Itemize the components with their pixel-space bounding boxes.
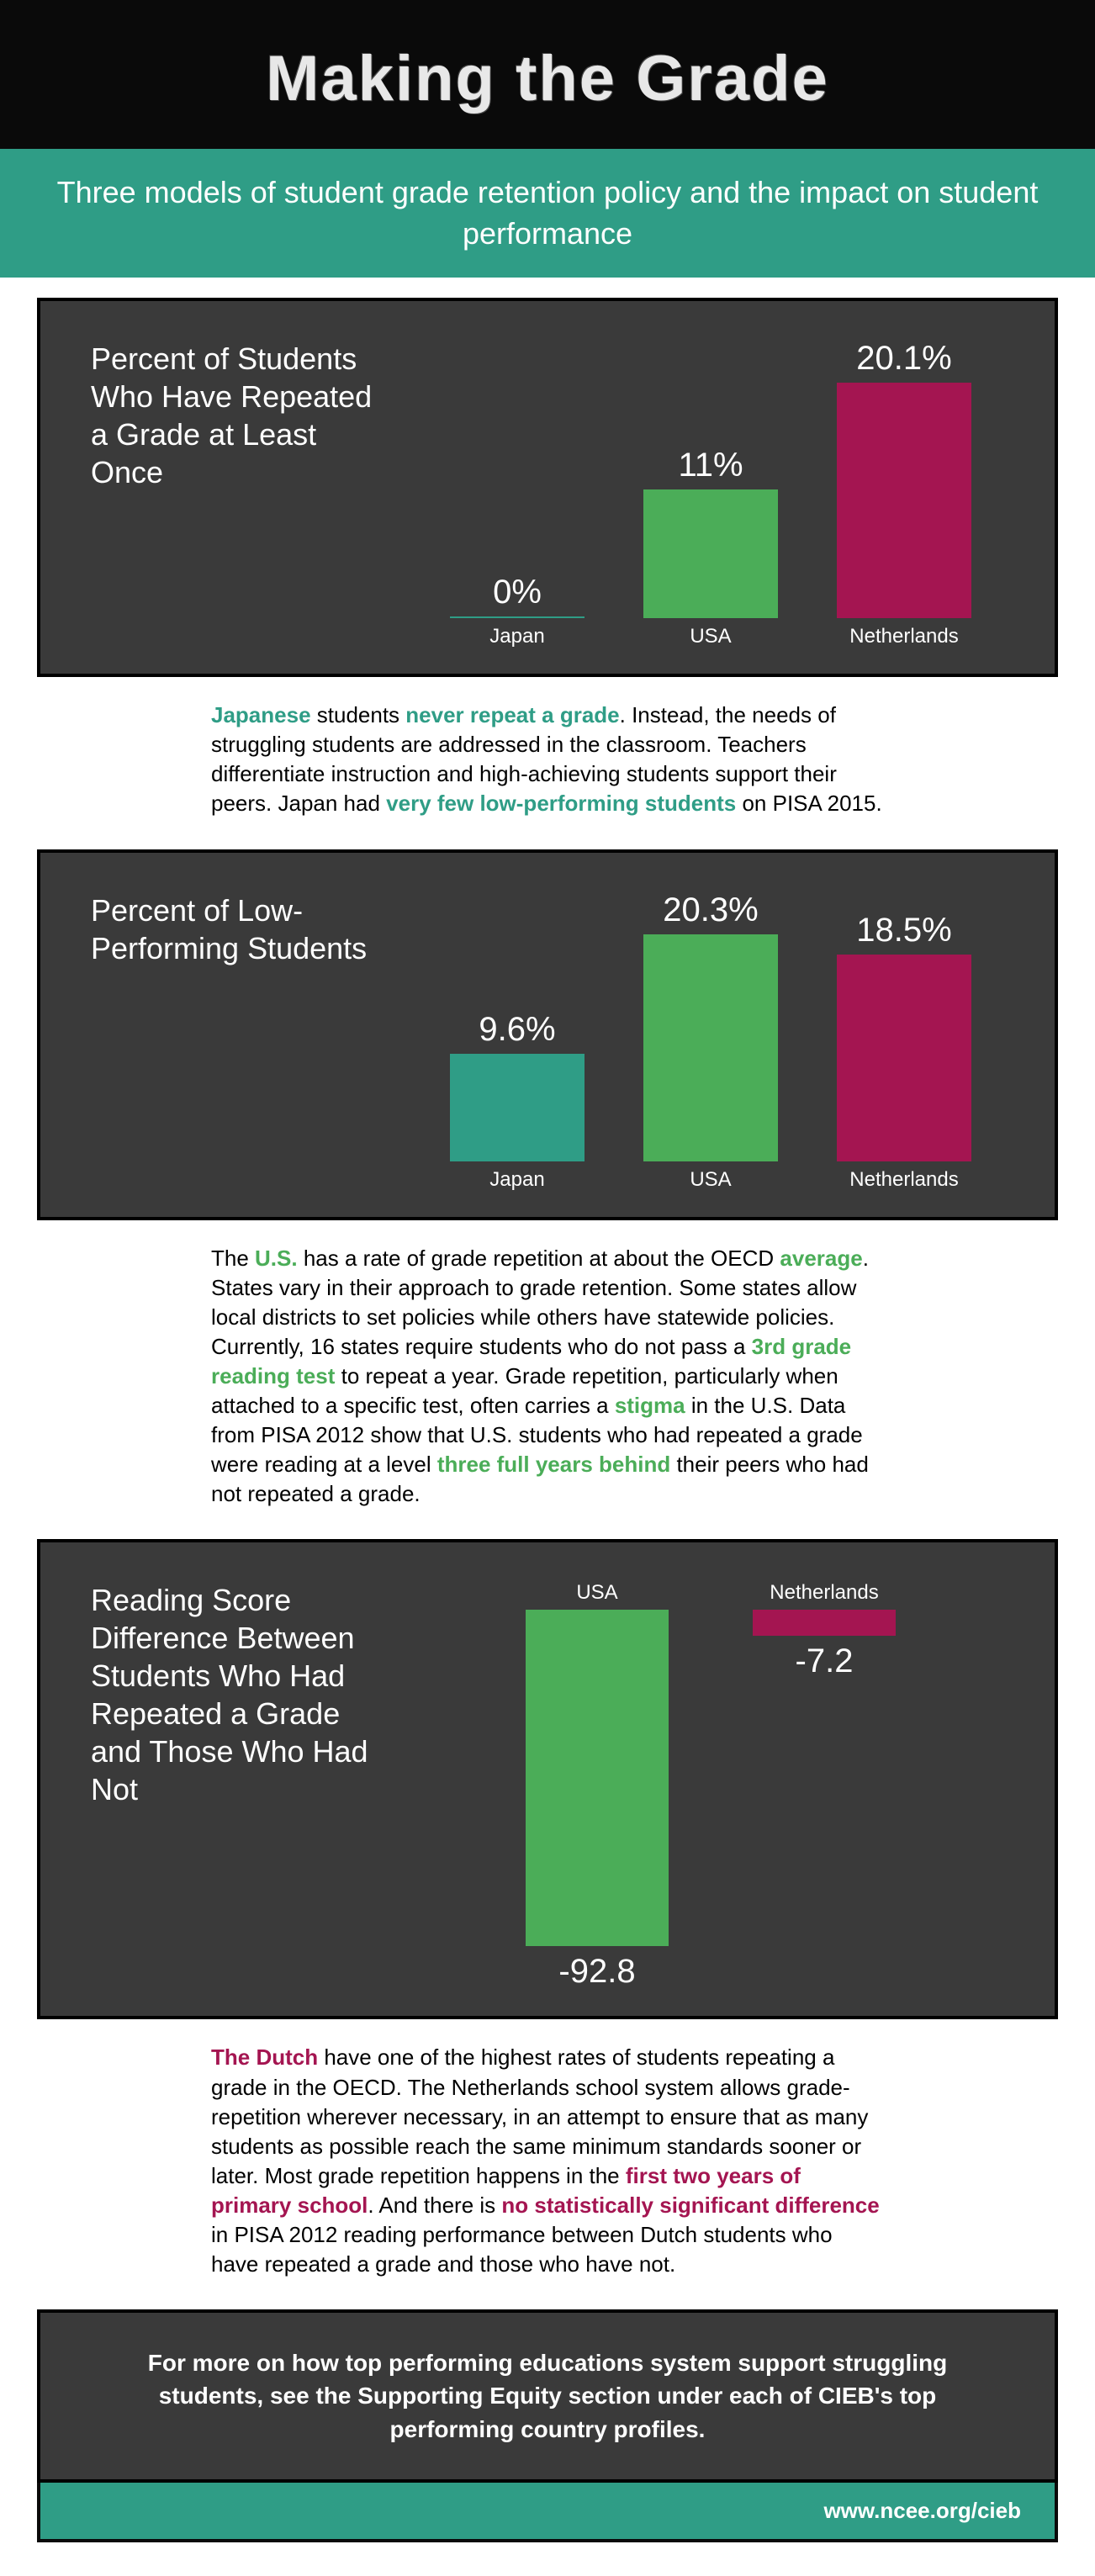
bar-rect (526, 1610, 669, 1946)
chart1-title-wrap: Percent of Students Who Have Repeated a … (91, 340, 377, 648)
footer-teal: www.ncee.org/cieb (37, 2483, 1058, 2542)
paragraph-2: The U.S. has a rate of grade repetition … (161, 1244, 934, 1510)
text-segment: in PISA 2012 reading performance between… (211, 2222, 833, 2277)
chart2-title: Percent of Low-Performing Students (91, 891, 377, 967)
text-segment: no statistically significant difference (501, 2193, 879, 2218)
chart2-title-wrap: Percent of Low-Performing Students (91, 891, 377, 1192)
bar-label: Netherlands (770, 1581, 878, 1605)
text-segment: The Dutch (211, 2044, 318, 2070)
bar-rect (753, 1610, 896, 1636)
text-segment: never repeat a grade (405, 702, 619, 727)
bar-rect (837, 955, 971, 1161)
chart-panel-3: Reading Score Difference Between Student… (37, 1539, 1058, 2019)
chart3-title-wrap: Reading Score Difference Between Student… (91, 1581, 377, 1991)
bar-value: 0% (493, 574, 542, 611)
bar-value: 11% (678, 447, 743, 484)
footer-url: www.ncee.org/cieb (74, 2498, 1021, 2524)
paragraph-3: The Dutch have one of the highest rates … (161, 2043, 934, 2279)
text-segment: has a rate of grade repetition at about … (298, 1246, 780, 1271)
chart1-title: Percent of Students Who Have Repeated a … (91, 340, 377, 491)
bar-item: 9.6% Japan (442, 1011, 593, 1192)
bar-label: Netherlands (849, 1168, 958, 1192)
main-title: Making the Grade (50, 42, 1045, 115)
chart3-bars: USA -92.8 Netherlands -7.2 (417, 1581, 1004, 1991)
bar-label: Japan (489, 1168, 544, 1192)
text-segment: average (780, 1246, 862, 1271)
text-segment: Japanese (211, 702, 311, 727)
bar-rect (450, 1054, 585, 1161)
bar-rect (837, 383, 971, 618)
paragraph-1: Japanese students never repeat a grade. … (161, 701, 934, 818)
bar-item: 20.1% Netherlands (828, 340, 980, 648)
footer-text: For more on how top performing education… (124, 2346, 971, 2446)
bar-label: Netherlands (849, 625, 958, 648)
bar-zero-line (450, 616, 585, 618)
bar-value: 18.5% (856, 912, 951, 949)
chart-panel-2: Percent of Low-Performing Students 9.6% J… (37, 849, 1058, 1220)
subtitle: Three models of student grade retention … (50, 172, 1045, 254)
bar-rect (643, 934, 778, 1161)
bar-item: 11% USA (635, 447, 786, 648)
bar-value: 20.1% (856, 340, 951, 378)
bar-value: -7.2 (796, 1642, 854, 1680)
text-segment: . And there is (368, 2193, 501, 2218)
chart-panel-1: Percent of Students Who Have Repeated a … (37, 298, 1058, 677)
bar-label: Japan (489, 625, 544, 648)
chart2-bars: 9.6% Japan 20.3% USA 18.5% Netherlands (417, 891, 1004, 1192)
bar-item: USA -92.8 (513, 1581, 681, 1991)
bar-item: 0% Japan (442, 574, 593, 648)
bar-label: USA (690, 625, 731, 648)
bar-value: 9.6% (479, 1011, 555, 1049)
text-segment: students (311, 702, 406, 727)
text-segment: very few low-performing students (386, 791, 736, 816)
bar-item: 18.5% Netherlands (828, 912, 980, 1192)
bar-rect (643, 489, 778, 618)
text-segment: stigma (615, 1393, 685, 1418)
text-segment: on PISA 2015. (736, 791, 881, 816)
text-segment: U.S. (255, 1246, 298, 1271)
bar-item: 20.3% USA (635, 891, 786, 1192)
header-black: Making the Grade (0, 0, 1095, 149)
bar-item: Netherlands -7.2 (740, 1581, 908, 1680)
text-segment: three full years behind (437, 1452, 670, 1477)
bar-label: USA (690, 1168, 731, 1192)
header-teal: Three models of student grade retention … (0, 149, 1095, 278)
bar-value: 20.3% (663, 891, 758, 929)
chart1-bars: 0% Japan 11% USA 20.1% Netherlands (417, 340, 1004, 648)
chart3-title: Reading Score Difference Between Student… (91, 1581, 377, 1808)
bar-value: -92.8 (558, 1953, 635, 1991)
bar-label: USA (576, 1581, 617, 1605)
footer-dark: For more on how top performing education… (37, 2309, 1058, 2483)
text-segment: The (211, 1246, 255, 1271)
infographic-page: Making the Grade Three models of student… (0, 0, 1095, 2576)
